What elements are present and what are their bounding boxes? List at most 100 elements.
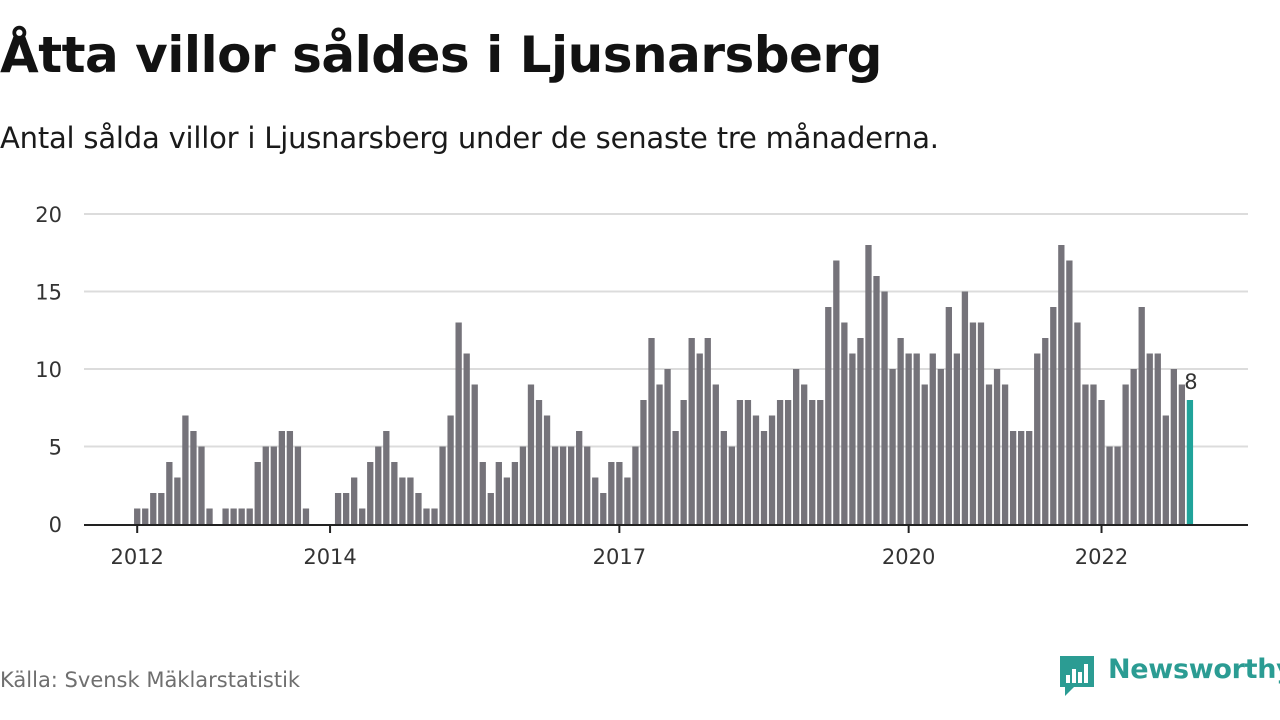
bar <box>391 462 398 524</box>
bar <box>624 477 631 524</box>
bar <box>736 400 744 524</box>
bar <box>551 446 559 524</box>
bar <box>1162 415 1169 524</box>
bar <box>1018 431 1025 524</box>
bar <box>865 245 872 524</box>
bar <box>712 384 719 524</box>
bar <box>945 307 952 524</box>
bar <box>648 338 655 524</box>
bar <box>246 508 253 524</box>
bar <box>937 369 944 524</box>
bar <box>849 353 856 524</box>
bar <box>270 446 277 524</box>
bar <box>511 462 519 524</box>
bar <box>1001 384 1009 524</box>
source-note: Källa: Svensk Mäklarstatistik <box>0 668 301 692</box>
chart-subtitle: Antal sålda villor i Ljusnarsberg under … <box>0 121 939 155</box>
bar <box>817 400 824 524</box>
bar <box>479 462 486 524</box>
latest-bar <box>1186 400 1194 524</box>
bar <box>254 462 261 524</box>
bar <box>857 338 864 524</box>
bar <box>1009 431 1017 524</box>
bar <box>342 493 350 524</box>
bar <box>367 462 374 524</box>
newsworthy-logo-icon <box>1060 656 1094 696</box>
bar <box>592 477 599 524</box>
bars <box>134 245 1194 524</box>
y-tick-label: 0 <box>49 513 62 537</box>
bar <box>833 260 840 524</box>
bar <box>584 446 591 524</box>
bar <box>752 415 760 524</box>
x-tick-label: 2014 <box>303 545 356 569</box>
bar <box>238 508 245 524</box>
bar <box>1146 353 1153 524</box>
bar <box>302 508 310 524</box>
bar <box>905 353 912 524</box>
bar <box>1050 307 1057 524</box>
bar <box>640 400 647 524</box>
bar <box>262 446 269 524</box>
bar <box>222 508 229 524</box>
bar <box>294 446 302 524</box>
bar <box>463 353 470 524</box>
bar <box>921 384 928 524</box>
bar <box>359 508 366 524</box>
bar <box>206 508 213 524</box>
x-tick-label: 2020 <box>882 545 935 569</box>
x-tick-label: 2022 <box>1075 545 1128 569</box>
bar <box>784 400 792 524</box>
bar <box>608 462 615 524</box>
bar <box>1178 384 1186 524</box>
bar <box>793 369 800 524</box>
bar <box>953 353 961 524</box>
bar <box>286 431 294 524</box>
bar <box>1058 245 1065 524</box>
bar <box>969 322 977 524</box>
bar <box>1114 446 1121 524</box>
bar <box>150 493 157 524</box>
bar <box>1122 384 1129 524</box>
bar <box>519 446 527 524</box>
bar <box>680 400 687 524</box>
bar <box>664 369 671 524</box>
bar <box>431 508 438 524</box>
bar <box>1090 384 1097 524</box>
y-tick-label: 10 <box>35 358 62 382</box>
bar <box>423 508 430 524</box>
bar <box>744 400 752 524</box>
bar <box>688 338 695 524</box>
bar <box>399 477 406 524</box>
bar <box>600 493 607 524</box>
bar <box>961 291 969 524</box>
bar <box>1154 353 1161 524</box>
bar <box>535 400 543 524</box>
bar <box>1138 307 1145 524</box>
bar <box>447 415 454 524</box>
bar <box>1042 338 1049 524</box>
bar <box>704 338 711 524</box>
bar <box>278 431 285 524</box>
bar <box>801 384 808 524</box>
x-axis <box>84 524 1248 533</box>
bar <box>1098 400 1105 524</box>
bar <box>1034 353 1041 524</box>
bar <box>720 431 727 524</box>
bar <box>567 446 575 524</box>
bar <box>760 431 768 524</box>
bar <box>527 384 535 524</box>
bar <box>696 353 703 524</box>
bar <box>1066 260 1073 524</box>
bar <box>230 508 237 524</box>
bar <box>809 400 816 524</box>
bar <box>190 431 197 524</box>
chart-title: Åtta villor såldes i Ljusnarsberg <box>0 26 882 84</box>
bar <box>913 353 920 524</box>
y-tick-label: 5 <box>49 436 62 460</box>
bar <box>174 477 181 524</box>
bar <box>1170 369 1177 524</box>
bar <box>471 384 478 524</box>
bar <box>198 446 205 524</box>
bar <box>672 431 679 524</box>
